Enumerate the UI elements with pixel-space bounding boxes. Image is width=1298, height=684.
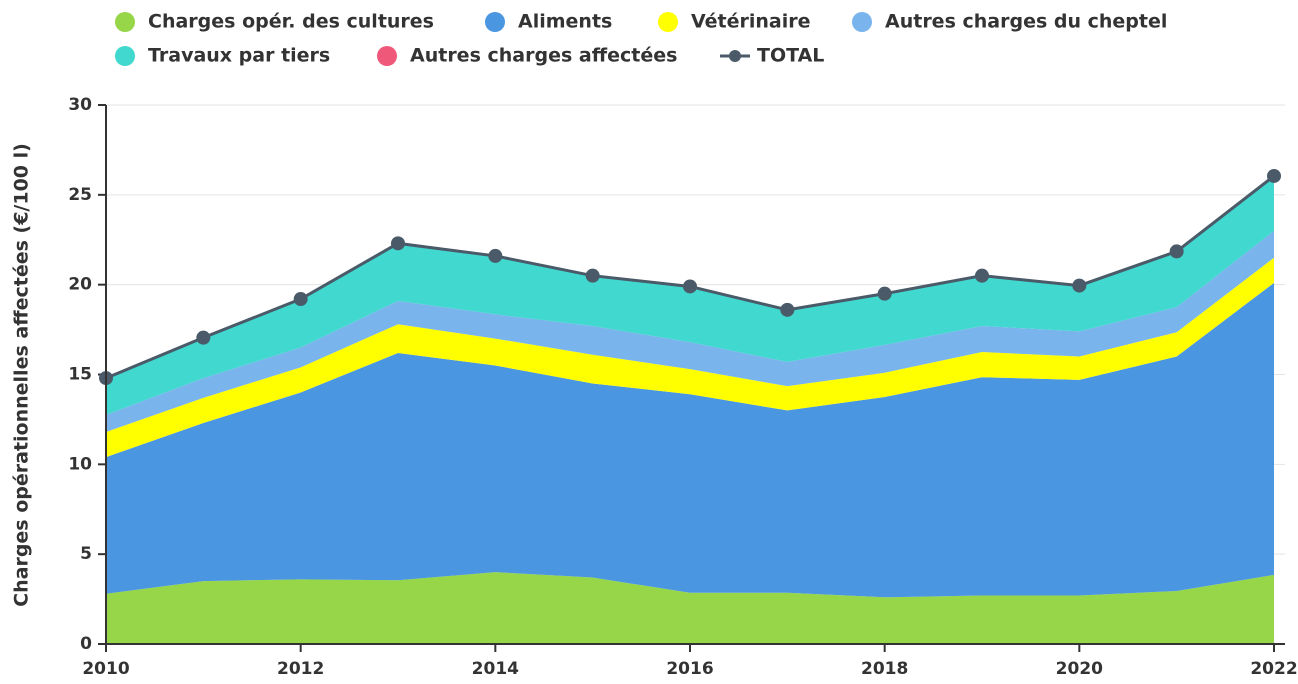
x-tick-label: 2022 [1250,659,1297,679]
area [106,282,1274,598]
x-tick-label: 2018 [861,659,908,679]
y-tick-label: 5 [80,544,92,564]
x-tick-label: 2012 [277,659,324,679]
legend-marker [115,12,135,32]
legend-label: Autres charges affectées [410,45,677,67]
area [106,257,1274,458]
legend-marker [658,12,678,32]
legend-marker [729,50,741,62]
legend-marker [485,12,505,32]
x-tick-label: 2016 [666,659,713,679]
total-point [975,268,989,283]
x-tick-label: 2020 [1056,659,1103,679]
y-tick-label: 0 [80,634,92,654]
legend-marker [377,46,397,66]
area [106,572,1274,644]
area [106,175,1274,415]
total-point [488,248,503,263]
y-tick-label: 25 [68,185,92,205]
total-point [877,286,892,301]
legend-marker [115,46,135,66]
total-point [780,302,795,317]
legend-label: Charges opér. des cultures [148,11,434,33]
total-point [1072,278,1087,293]
total-point [196,330,211,345]
total-point [293,292,308,307]
y-axis-label: Charges opérationnelles affectées (€/100… [11,143,33,607]
y-tick-label: 15 [68,365,92,385]
y-tick-label: 20 [68,275,92,295]
total-point [683,279,697,294]
area [106,230,1274,432]
x-tick-label: 2010 [82,659,129,679]
total-point [1169,244,1184,259]
legend-label: Aliments [518,11,612,33]
legend-label: TOTAL [757,45,824,67]
y-tick-label: 10 [68,454,92,474]
legend-label: Autres charges du cheptel [885,11,1167,33]
y-tick-label: 30 [68,95,92,115]
legend-marker [852,12,872,32]
total-point [1267,168,1281,183]
total-point [391,236,405,251]
x-tick-label: 2014 [472,659,519,679]
legend-label: Vétérinaire [691,11,811,33]
total-point [585,268,600,283]
legend-label: Travaux par tiers [148,45,330,67]
